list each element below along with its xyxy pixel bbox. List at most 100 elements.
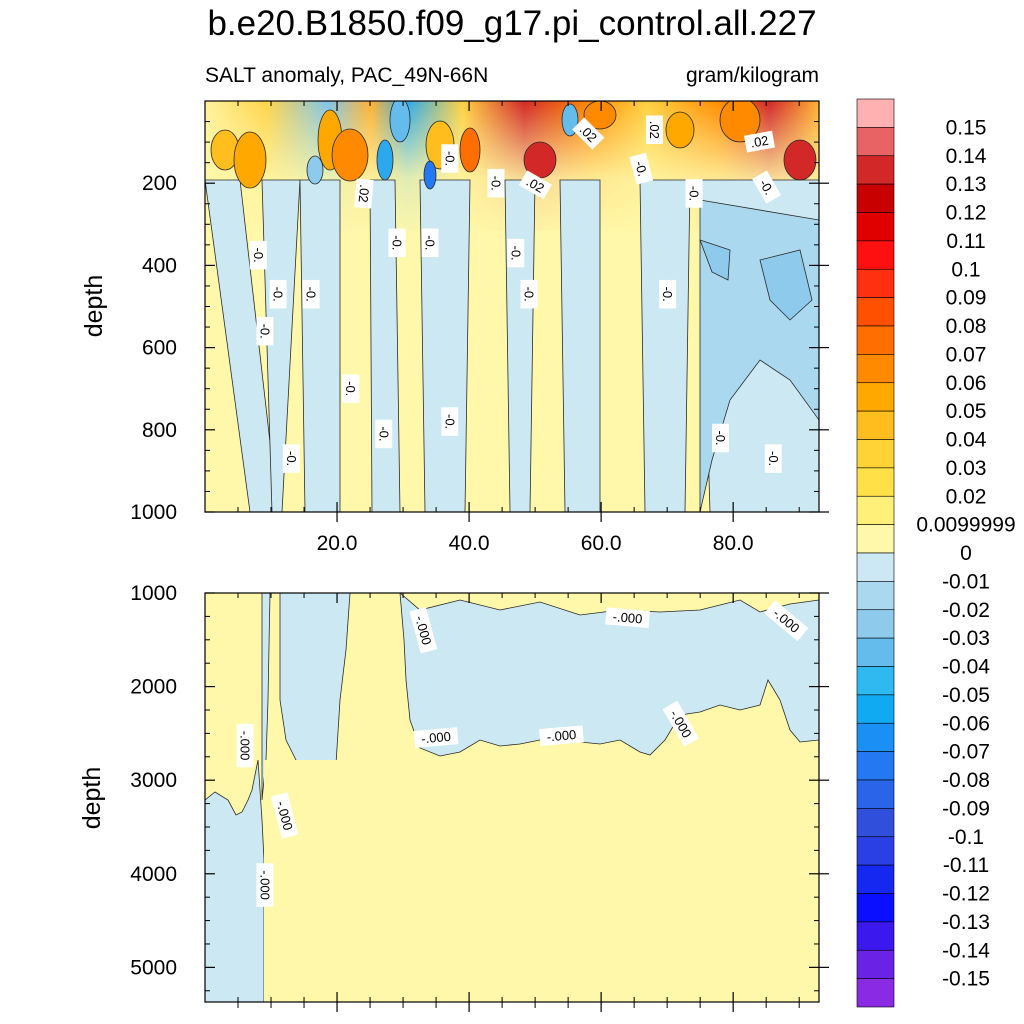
- colorbar-label: 0.1: [951, 258, 980, 281]
- upper-positive-blob: [719, 101, 761, 143]
- upper-negative-column: [299, 179, 341, 512]
- colorbar-label: 0.13: [946, 173, 987, 196]
- contour-label-box: [441, 407, 459, 436]
- colorbar-label: 0.11: [946, 230, 985, 253]
- colorbar-swatch: [856, 155, 895, 185]
- contour-label-box: [487, 168, 505, 198]
- upper-negative-blob: [376, 139, 394, 181]
- contour-label-text: -.000: [421, 729, 452, 747]
- contour-label-text: .02: [356, 184, 373, 203]
- colorbar-swatch: [856, 268, 895, 298]
- contour-label-box: [236, 723, 254, 768]
- upper-y-axis-label: depth: [80, 275, 108, 338]
- contour-label-text: -0.: [756, 177, 777, 198]
- contour-label-text: -0.: [522, 287, 537, 302]
- colorbar-label: 0.15: [946, 116, 987, 139]
- colorbar-swatch: [856, 240, 895, 270]
- contour-label-text: -.000: [546, 727, 577, 745]
- contour-label: -0.: [388, 228, 406, 258]
- colorbar-label: -0.02: [942, 599, 990, 622]
- y-tick-label: 4000: [130, 863, 177, 886]
- chart-left-subtitle: SALT anomaly, PAC_49N-66N: [205, 64, 488, 87]
- contour-label-text: -0.: [422, 235, 437, 250]
- colorbar-label: 0.06: [946, 372, 987, 395]
- colorbar-label: -0.06: [942, 712, 990, 735]
- colorbar-swatch: [856, 637, 895, 667]
- upper-negative-column: [504, 179, 536, 512]
- colorbar-swatch: [856, 864, 895, 894]
- contour-label-box: [388, 228, 406, 258]
- contour-label-box: [662, 700, 700, 747]
- contour-label: -.000: [409, 607, 438, 654]
- contour-label: -0.: [752, 170, 782, 204]
- upper-negative-core: [699, 239, 731, 281]
- contour-label: .02: [354, 178, 374, 209]
- contour-label-box: [752, 170, 782, 204]
- colorbar-label: 0.12: [946, 202, 987, 225]
- contour-label: -0.: [421, 228, 439, 258]
- contour-label-text: -0.: [284, 451, 299, 466]
- colorbar-swatch: [856, 949, 895, 979]
- contour-label: -0.: [256, 316, 274, 346]
- upper-positive-blob: [783, 139, 817, 181]
- y-tick-label: 1000: [130, 501, 177, 524]
- contour-label: -0.: [629, 152, 654, 185]
- colorbar-label: -0.09: [942, 797, 990, 820]
- chart-right-subtitle: gram/kilogram: [686, 64, 819, 87]
- upper-negative-regions: [205, 179, 819, 512]
- contour-label-text: -0.: [442, 414, 457, 429]
- contour-label-box: [764, 444, 782, 473]
- chart-title: b.e20.B1850.f09_g17.pi_control.all.227: [207, 4, 816, 43]
- colorbar-label: 0.04: [946, 429, 987, 452]
- contour-label-box: [282, 444, 300, 473]
- colorbar-swatch: [856, 183, 895, 213]
- contour-label: -0.: [487, 168, 505, 198]
- colorbar-swatch: [856, 127, 895, 157]
- contour-label-text: -.000: [257, 870, 272, 900]
- colorbar-label: -0.15: [942, 968, 990, 991]
- x-tick-label: 40.0: [449, 532, 490, 555]
- colorbar-label: 0.09: [946, 287, 987, 310]
- contour-label-box: [685, 179, 703, 208]
- contour-label-text: -0.: [660, 287, 675, 302]
- contour-label: -0.: [375, 419, 393, 449]
- colorbar-label: -0.04: [942, 656, 990, 679]
- colorbar-swatch: [856, 609, 895, 639]
- x-tick-label: 80.0: [713, 532, 754, 555]
- upper-negative-core: [759, 249, 813, 321]
- colorbar-label: -0.07: [942, 741, 990, 764]
- contour-label-box: [375, 419, 393, 449]
- contour-label: -0.: [711, 423, 729, 453]
- contour-label-text: -0.: [271, 287, 286, 302]
- x-tick-label: 20.0: [317, 532, 358, 555]
- contour-label-box: [711, 423, 729, 453]
- upper-positive-blob: [331, 128, 369, 182]
- contour-label-box: [507, 238, 525, 268]
- contour-label: .02: [743, 130, 776, 153]
- contour-label: -.000: [256, 863, 274, 907]
- contour-label-box: [629, 152, 654, 185]
- contour-label-box: [605, 607, 650, 629]
- contour-label: -0.: [441, 407, 459, 436]
- colorbar-swatch: [856, 354, 895, 384]
- contour-label-text: -.000: [612, 609, 643, 627]
- contour-label: -0.: [302, 279, 320, 309]
- y-tick-label: 3000: [130, 769, 177, 792]
- colorbar-swatch: [856, 382, 895, 412]
- colorbar-swatch: [856, 921, 895, 951]
- contour-label-box: [270, 792, 299, 839]
- upper-panel: [205, 101, 819, 512]
- lower-fill-bottom: [264, 760, 819, 1002]
- upper-negative-column: [261, 179, 301, 512]
- colorbar-swatch: [856, 467, 895, 497]
- colorbar-swatch: [856, 524, 895, 554]
- contour-label-box: [269, 279, 287, 309]
- colorbar-swatch: [856, 552, 895, 582]
- colorbar-label: 0.05: [946, 400, 987, 423]
- contour-label-text: -0.: [304, 287, 319, 302]
- upper-negative-blob: [423, 160, 437, 190]
- colorbar-swatch: [856, 297, 895, 327]
- contour-label-box: [256, 316, 274, 346]
- colorbar-swatch: [856, 808, 895, 838]
